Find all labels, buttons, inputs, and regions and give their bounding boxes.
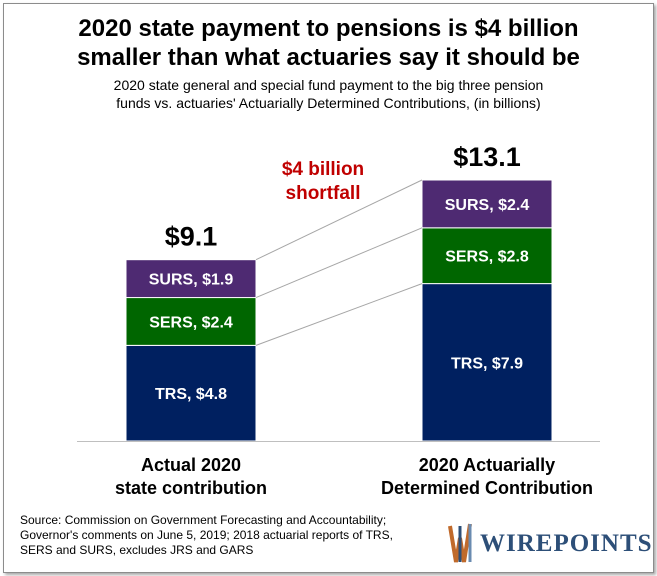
bar-segment-surs-0 bbox=[125, 259, 257, 299]
data-label-trs-1: TRS, $7.9 bbox=[451, 355, 523, 372]
title-line-2: smaller than what actuaries say it shoul… bbox=[77, 44, 580, 71]
chart-subtitle: 2020 state general and special fund paym… bbox=[0, 76, 657, 112]
data-label-surs-1: SURS, $2.4 bbox=[445, 197, 530, 214]
source-line-3: SERS and SURS, excludes JRS and GARS bbox=[20, 543, 254, 557]
source-note: Source: Commission on Government Forecas… bbox=[20, 513, 440, 558]
wirepoints-logo-mark-icon bbox=[448, 523, 472, 563]
shortfall-annotation-1: shortfall bbox=[286, 183, 361, 204]
connector-line-sers bbox=[255, 227, 423, 299]
category-label-1-1: Determined Contribution bbox=[381, 478, 593, 498]
title-line-1: 2020 state payment to pensions is $4 bil… bbox=[78, 15, 579, 42]
source-line-1: Source: Commission on Government Forecas… bbox=[20, 513, 387, 527]
bar-segment-surs-1 bbox=[421, 179, 553, 229]
total-label-0: $9.1 bbox=[165, 222, 218, 252]
data-label-sers-1: SERS, $2.8 bbox=[445, 249, 529, 266]
data-label-sers-0: SERS, $2.4 bbox=[149, 314, 233, 331]
chart-title: 2020 state payment to pensions is $4 bil… bbox=[0, 14, 657, 72]
category-label-1-0: 2020 Actuarially bbox=[419, 455, 555, 475]
subtitle-line-2: funds vs. actuaries' Actuarially Determi… bbox=[116, 95, 541, 111]
source-line-2: Governor's comments on June 5, 2019; 201… bbox=[20, 528, 393, 542]
connector-line-trs bbox=[255, 283, 423, 346]
connector-line-surs bbox=[255, 179, 423, 261]
data-label-trs-0: TRS, $4.8 bbox=[155, 386, 227, 403]
data-label-surs-0: SURS, $1.9 bbox=[149, 272, 234, 289]
bar-segment-sers-1 bbox=[421, 227, 553, 285]
subtitle-line-1: 2020 state general and special fund paym… bbox=[113, 77, 544, 93]
shortfall-annotation-0: $4 billion bbox=[282, 159, 364, 180]
category-label-0-0: Actual 2020 bbox=[141, 455, 241, 475]
total-label-1: $13.1 bbox=[453, 142, 521, 172]
category-label-0-1: state contribution bbox=[115, 478, 267, 498]
wirepoints-logo: WIREPOINTS bbox=[446, 518, 652, 564]
logo-text: WIREPOINTS bbox=[480, 530, 653, 557]
